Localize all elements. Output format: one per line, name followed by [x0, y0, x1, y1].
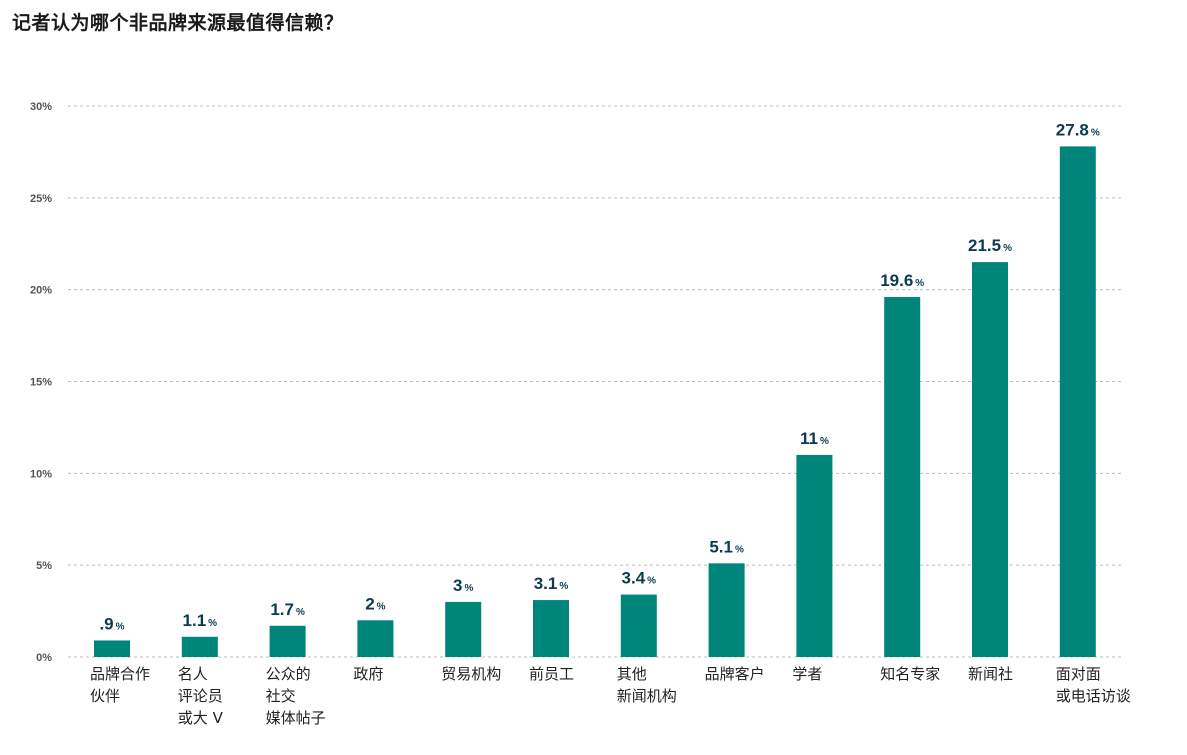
x-category-label: 或大 V — [178, 709, 224, 727]
value-label: 3% — [453, 576, 473, 595]
x-category-label: 评论员 — [178, 687, 223, 705]
y-tick-label: 5% — [36, 560, 52, 572]
bar — [796, 454, 833, 657]
x-category-label: 贸易机构 — [441, 665, 501, 683]
bar — [94, 640, 130, 657]
x-category-label: 前员工 — [529, 665, 574, 683]
value-label: 3.4% — [622, 569, 657, 588]
y-tick-label: 30% — [30, 101, 52, 113]
bar — [972, 262, 1008, 657]
value-label: 5.1% — [709, 537, 744, 556]
bar — [1059, 146, 1096, 657]
x-category-label: 面对面 — [1056, 665, 1101, 683]
x-category-label: 学者 — [792, 665, 822, 683]
y-tick-label: 25% — [30, 193, 52, 205]
x-category-label: 其他 — [617, 665, 647, 683]
x-category-label: 品牌客户 — [705, 665, 765, 683]
value-label: 3.1% — [534, 574, 569, 593]
x-category-label: 新闻机构 — [617, 687, 677, 705]
y-tick-label: 0% — [36, 652, 52, 664]
bar — [708, 563, 745, 657]
x-category-label: 伙伴 — [90, 687, 120, 705]
y-tick-label: 10% — [30, 468, 52, 480]
y-axis-ticks: 0% 5% 10% 15% 20% 25% 30% — [30, 101, 52, 664]
bar — [357, 620, 394, 657]
bar — [181, 636, 218, 657]
bar — [269, 625, 306, 657]
value-label: 19.6% — [880, 271, 924, 290]
gridlines — [68, 105, 1122, 658]
bars — [94, 146, 1096, 657]
value-label: 11% — [800, 429, 829, 448]
x-category-label: 品牌合作 — [90, 665, 150, 683]
y-tick-label: 15% — [30, 377, 52, 389]
bar — [884, 297, 921, 657]
x-category-label: 公众的 — [266, 665, 311, 683]
value-label: .9% — [99, 614, 124, 633]
x-category-label: 社交 — [266, 687, 296, 705]
value-labels: .9% 1.1 % 1.7% 2 % 3% 3.1% 3.4 % 5.1 % 11 % 19.6 % 21.5%… — [99, 120, 1099, 633]
bar — [445, 601, 482, 657]
value-label: 27.8% — [1056, 120, 1100, 139]
x-category-label: 名人 — [178, 665, 208, 683]
bar — [533, 600, 569, 657]
x-category-label: 知名专家 — [880, 665, 940, 683]
value-label: 21.5% — [968, 236, 1012, 255]
value-label: 1.7% — [270, 600, 305, 619]
value-label: 1.1% — [183, 611, 218, 630]
y-tick-label: 20% — [30, 285, 52, 297]
bar — [620, 594, 657, 657]
x-category-label: 或电话访谈 — [1056, 687, 1131, 705]
x-category-label: 媒体帖子 — [266, 709, 326, 727]
value-label: 2% — [365, 594, 385, 613]
x-category-label: 新闻社 — [968, 665, 1013, 683]
chart-title: 记者认为哪个非品牌来源最值得信赖？ — [12, 12, 344, 34]
x-category-label: 政府 — [353, 665, 383, 683]
